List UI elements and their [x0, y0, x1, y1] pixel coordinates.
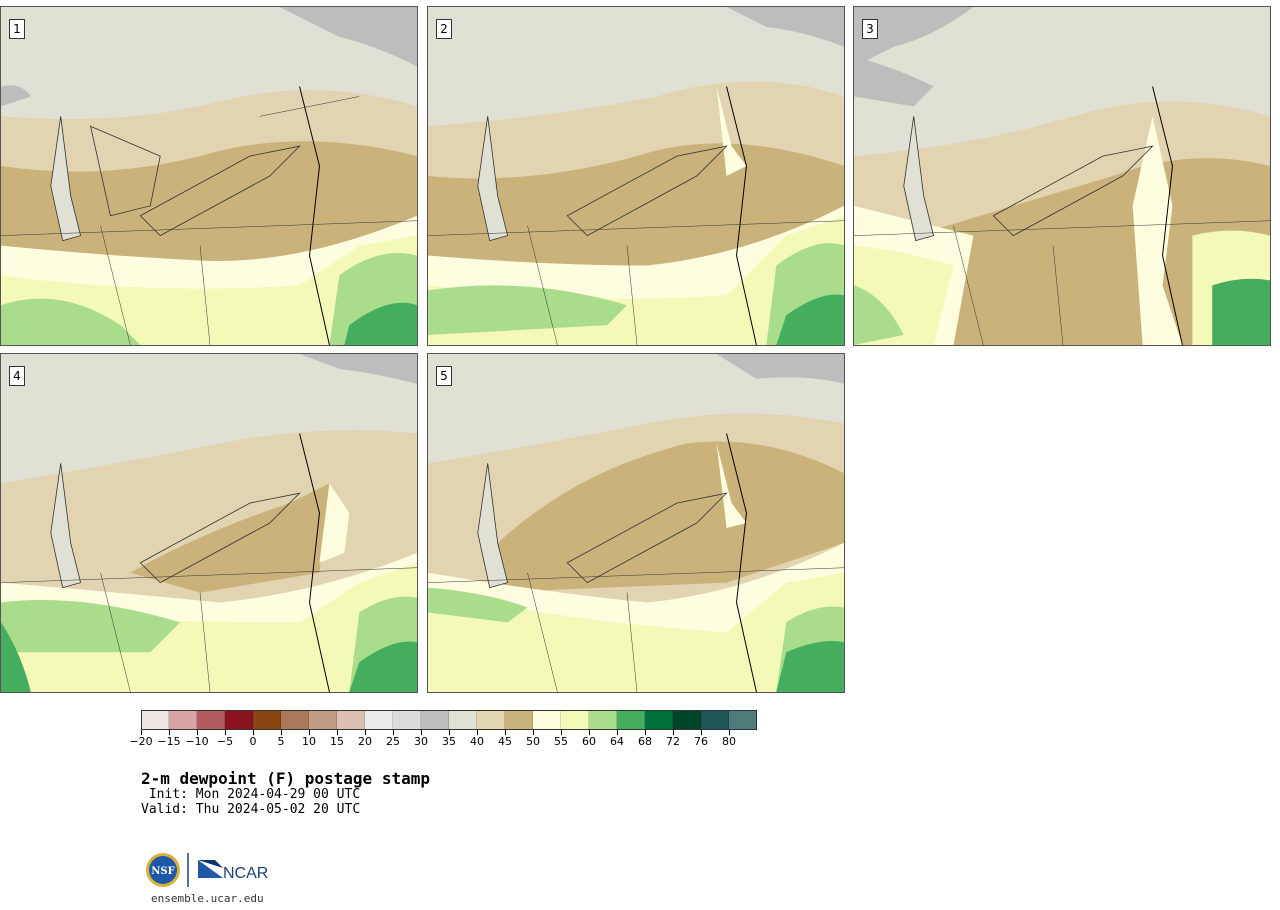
colorbar-tick-label: 5 [277, 735, 285, 748]
colorbar-tick [309, 730, 310, 735]
colorbar-tick [617, 730, 618, 735]
member-label: 1 [9, 19, 25, 39]
colorbar-swatch [673, 710, 701, 730]
colorbar-swatch [197, 710, 225, 730]
colorbar-tick [141, 730, 142, 735]
colorbar-tick [225, 730, 226, 735]
colorbar-swatch [281, 710, 309, 730]
member-label: 3 [862, 19, 878, 39]
colorbar-tick-label: −15 [157, 735, 181, 748]
colorbar-tick-label: 55 [554, 735, 568, 748]
dewpoint-map-3 [854, 7, 1270, 345]
colorbar-tick [169, 730, 170, 735]
colorbar-swatch [477, 710, 505, 730]
colorbar-tick-label: 15 [330, 735, 344, 748]
colorbar-tick-label: −20 [129, 735, 153, 748]
colorbar-tick-label: 20 [358, 735, 372, 748]
colorbar-tick [337, 730, 338, 735]
colorbar-tick [701, 730, 702, 735]
colorbar-tick-label: −10 [185, 735, 209, 748]
colorbar-swatch [393, 710, 421, 730]
colorbar-tick [729, 730, 730, 735]
colorbar-swatch [253, 710, 281, 730]
colorbar-tick-label: 25 [386, 735, 400, 748]
colorbar-swatch [505, 710, 533, 730]
colorbar-tick [281, 730, 282, 735]
colorbar-tick-label: 50 [526, 735, 540, 748]
colorbar-swatch [309, 710, 337, 730]
nsf-ncar-logo: NSF NCAR [145, 850, 275, 890]
colorbar-tick-label: 0 [249, 735, 257, 748]
member-panel-5: 5 [427, 353, 845, 693]
colorbar-swatch [169, 710, 197, 730]
colorbar-tick-label: 64 [610, 735, 624, 748]
dewpoint-map-1 [1, 7, 417, 345]
ncar-logo-text: NCAR [223, 865, 268, 882]
member-label: 5 [436, 366, 452, 386]
member-label: 2 [436, 19, 452, 39]
colorbar-tick-label: 80 [722, 735, 736, 748]
colorbar-tick [449, 730, 450, 735]
member-panel-2: 2 [427, 6, 845, 346]
colorbar-tick [645, 730, 646, 735]
colorbar-tick [561, 730, 562, 735]
product-title: 2-m dewpoint (F) postage stamp [141, 769, 430, 788]
member-panel-1: 1 [0, 6, 418, 346]
member-panel-4: 4 [0, 353, 418, 693]
colorbar-tick [673, 730, 674, 735]
dewpoint-map-2 [428, 7, 844, 345]
colorbar-tick [505, 730, 506, 735]
colorbar-swatch [449, 710, 477, 730]
colorbar-tick-label: 68 [638, 735, 652, 748]
colorbar-tick [533, 730, 534, 735]
valid-time: Valid: Thu 2024-05-02 20 UTC [141, 802, 361, 817]
site-url: ensemble.ucar.edu [151, 892, 264, 905]
colorbar-frame [141, 710, 757, 730]
colorbar-tick [197, 730, 198, 735]
colorbar-swatch [617, 710, 645, 730]
colorbar-swatch [365, 710, 393, 730]
colorbar-swatch [561, 710, 589, 730]
member-label: 4 [9, 366, 25, 386]
colorbar-swatch [589, 710, 617, 730]
init-time: Init: Mon 2024-04-29 00 UTC [141, 787, 361, 802]
colorbar-tick [589, 730, 590, 735]
colorbar-tick-label: 30 [414, 735, 428, 748]
colorbar-tick [477, 730, 478, 735]
member-panel-3: 3 [853, 6, 1271, 346]
colorbar-swatch [337, 710, 365, 730]
dewpoint-map-4 [1, 354, 417, 692]
colorbar-swatch [141, 710, 169, 730]
colorbar-swatch [225, 710, 253, 730]
colorbar-tick [421, 730, 422, 735]
colorbar-tick-label: 45 [498, 735, 512, 748]
colorbar-tick-label: 35 [442, 735, 456, 748]
colorbar-tick-label: 76 [694, 735, 708, 748]
colorbar-swatch [533, 710, 561, 730]
colorbar-swatch [701, 710, 729, 730]
colorbar-tick-label: 40 [470, 735, 484, 748]
colorbar-tick [365, 730, 366, 735]
colorbar-tick-label: −5 [216, 735, 234, 748]
colorbar-tick-label: 10 [302, 735, 316, 748]
colorbar-swatch [421, 710, 449, 730]
nsf-logo-text: NSF [151, 866, 174, 877]
colorbar-swatch [645, 710, 673, 730]
dewpoint-map-5 [428, 354, 844, 692]
colorbar-tick-label: 60 [582, 735, 596, 748]
colorbar-tick-label: 72 [666, 735, 680, 748]
colorbar-tick [393, 730, 394, 735]
colorbar-tick [253, 730, 254, 735]
